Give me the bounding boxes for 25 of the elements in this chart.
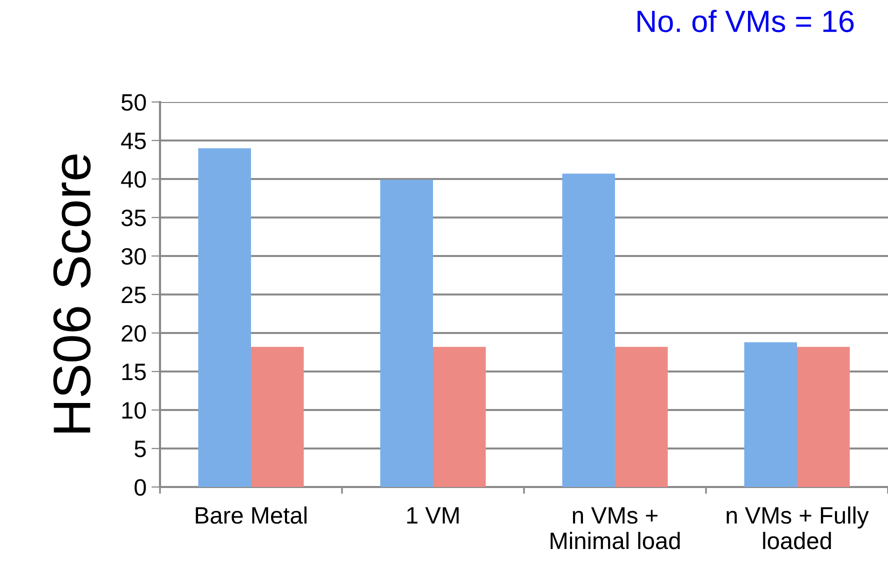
y-tick-label: 50	[121, 94, 146, 111]
y-tick-label: 10	[122, 402, 146, 419]
bar	[380, 180, 433, 487]
y-tick-label: 35	[121, 210, 146, 226]
x-tick-label: n VMs + Fully loaded	[726, 506, 869, 550]
y-tick-label: 45	[121, 132, 146, 150]
bar	[797, 346, 850, 487]
y-tick-label: 20	[122, 325, 146, 342]
bar	[198, 148, 251, 487]
bar	[433, 346, 486, 487]
bar	[744, 342, 797, 487]
x-tick-label: n VMs + Minimal load	[550, 507, 680, 550]
y-tick-label: 15	[122, 364, 146, 380]
y-axis-title: HS06 Score	[53, 154, 91, 432]
bar	[615, 346, 668, 487]
bar	[562, 174, 615, 487]
x-tick-label: 1 VM	[407, 507, 459, 524]
y-tick-label: 25	[122, 286, 146, 304]
chart-title: No. of VMs = 16	[638, 10, 854, 32]
x-tick-label: Bare Metal	[196, 506, 307, 524]
y-tick-label: 5	[134, 440, 146, 458]
y-tick-label: 40	[121, 171, 146, 188]
y-tick-label: 30	[121, 248, 146, 265]
bar	[251, 346, 304, 487]
y-tick-label: 0	[134, 479, 146, 496]
